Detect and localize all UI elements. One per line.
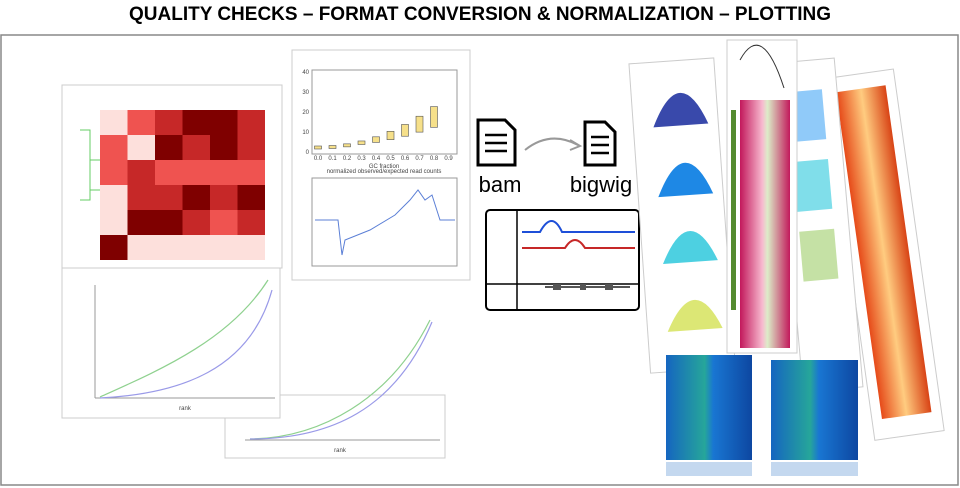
x-label: rank [334,448,347,454]
heatmap-cell [155,235,183,260]
x-label: rank [179,406,192,412]
box [430,106,438,128]
heatmap-cell [127,160,155,185]
heatmap-cell [155,210,183,235]
box [314,145,322,150]
heatmap-cell [210,185,238,210]
heatmap-cell [210,135,238,160]
signal-heatmaps [666,355,858,476]
heatmap-cell [237,110,265,135]
heatmap-cell [155,185,183,210]
x-tick-label: 0.3 [357,156,366,162]
heatmap-cell [127,185,155,210]
y-tick-label: 30 [302,90,309,96]
rank-plot: rank [61,264,281,419]
box [415,115,424,133]
heatmap-cell [237,160,265,185]
heatmap-cell [210,110,238,135]
heatmap-cell [127,235,155,260]
file-conversion: bam bigwig [476,118,632,197]
box [401,124,409,137]
heatmap-cell [182,185,210,210]
slide-title: QUALITY CHECKS – FORMAT CONVERSION & NOR… [129,4,831,25]
heatmap-cell [237,235,265,260]
heatmap-cell [100,185,128,210]
heatmap-cell [127,210,155,235]
heatmap-cell [155,110,183,135]
input-format: bam [479,172,522,197]
heatmap-cell [237,185,265,210]
heatmap-cell [100,160,128,185]
heatmap-cell [210,210,238,235]
x-tick-label: 0.7 [415,156,424,162]
output-format: bigwig [570,172,632,197]
x-tick-label: 0.6 [401,156,410,162]
y-tick-label: 0 [306,150,310,156]
box [372,136,380,143]
heatmap-cell [182,160,210,185]
heatmap-cell [100,110,128,135]
x-tick-label: 0.1 [328,156,337,162]
heatmap-cell [155,160,183,185]
heatmap-cell [182,110,210,135]
heatmap-cell [182,210,210,235]
box [386,131,395,140]
x-tick-label: 0.0 [314,156,323,162]
box [328,145,337,149]
subtitle: normalized observed/expected read counts [327,169,442,175]
x-label: GC fraction [369,164,399,170]
heatmap-cell [210,235,238,260]
y-tick-label: 40 [302,70,309,76]
heatmap-cell [100,135,128,160]
gc-bias-plot: GC fraction normalized observed/expected… [291,49,471,281]
x-tick-label: 0.5 [386,156,395,162]
y-tick-label: 20 [302,110,309,116]
x-tick-label: 0.2 [343,156,352,162]
correlation-heatmap [61,84,283,269]
heatmap-cell [237,210,265,235]
heatmap-cell [155,135,183,160]
heatmap-cell [100,235,128,260]
heatmap-cell [210,160,238,185]
heatmap-cell [237,135,265,160]
heatmap-cell [182,235,210,260]
x-tick-label: 0.4 [372,156,381,162]
heatmap-cell [100,210,128,235]
y-tick-label: 10 [302,130,309,136]
genome-browser-sketch [485,209,640,311]
box [357,140,366,145]
box [343,143,351,148]
x-tick-label: 0.9 [444,156,453,162]
heatmap-cell [127,135,155,160]
heatmap-cell [127,110,155,135]
x-tick-label: 0.8 [430,156,439,162]
profile-sheets [628,39,945,441]
heatmap-cell [182,135,210,160]
